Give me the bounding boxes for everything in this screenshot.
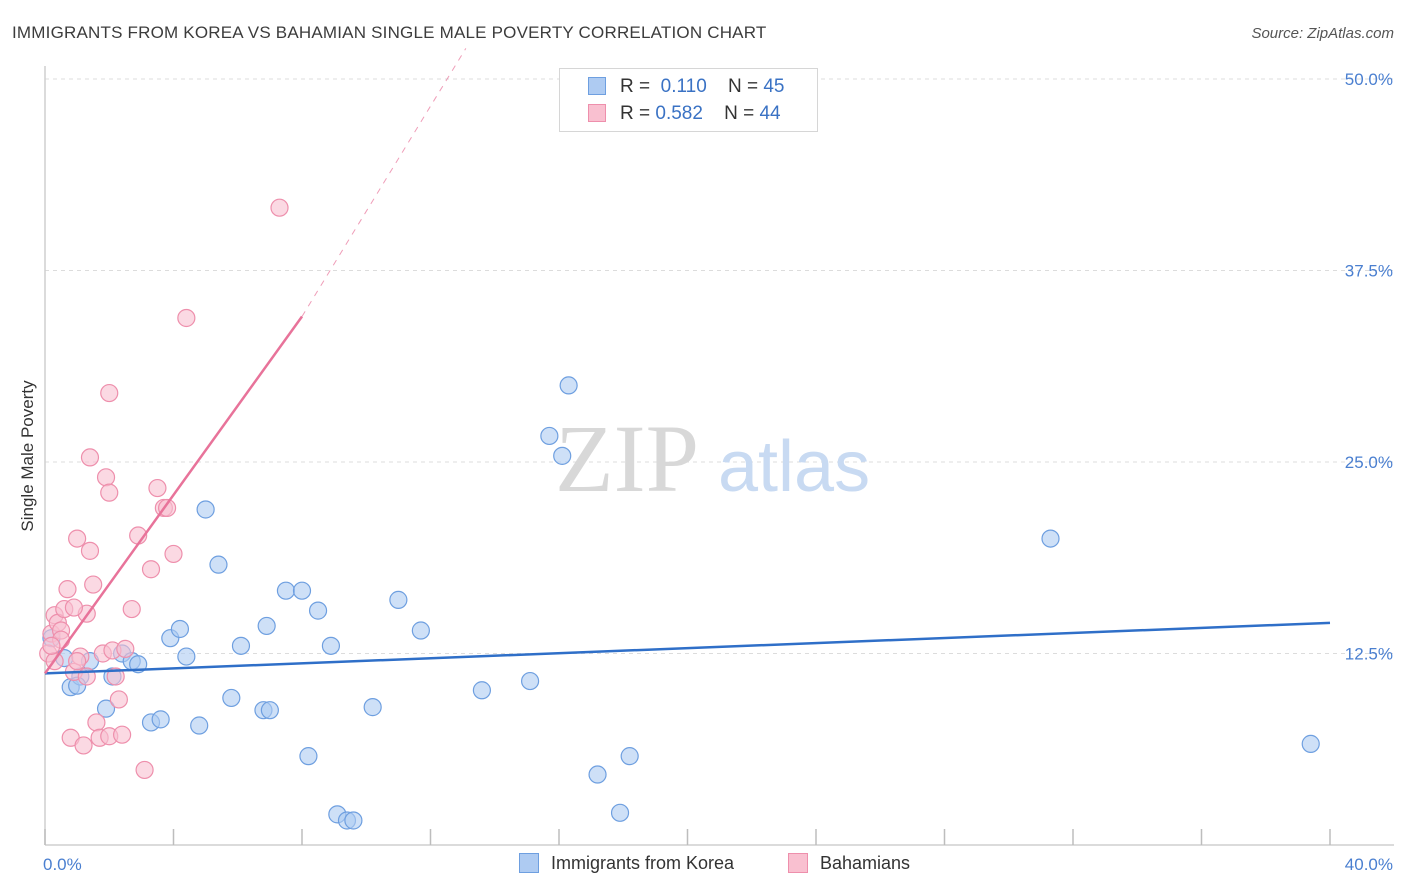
korea-point bbox=[299, 747, 318, 766]
korea-point bbox=[177, 647, 196, 666]
tick-labels: 12.5% 25.0% 37.5% 50.0% 0.0% 40.0% bbox=[43, 70, 1393, 874]
korea-point bbox=[196, 500, 215, 519]
bottom-legend-bahamians: Bahamians bbox=[788, 853, 910, 874]
watermark-atlas: atlas bbox=[718, 427, 870, 507]
korea-point bbox=[472, 681, 491, 700]
korea-point bbox=[588, 765, 607, 784]
x-tick-label: 40.0% bbox=[1345, 855, 1393, 874]
bottom-legend-swatch-bahamians bbox=[788, 853, 808, 873]
x-tick-label: 0.0% bbox=[43, 855, 82, 874]
legend-row-bahamians: R = 0.582 N = 44 bbox=[588, 103, 781, 127]
korea-trendline bbox=[44, 621, 1331, 675]
legend-r-label: R = bbox=[620, 76, 651, 97]
bottom-legend-label-korea: Immigrants from Korea bbox=[551, 853, 735, 873]
bottom-legend-korea: Immigrants from Korea bbox=[519, 853, 734, 874]
korea-point bbox=[151, 710, 170, 729]
bahamian-point bbox=[112, 725, 132, 744]
legend-row-korea: R = 0.110 N = 45 bbox=[588, 76, 784, 100]
legend-n-label: N = bbox=[724, 103, 755, 124]
bahamian-point bbox=[141, 560, 161, 579]
legend-n-value-bahamians: 44 bbox=[759, 103, 781, 124]
bahamian-point bbox=[42, 636, 61, 655]
bahamian-point bbox=[135, 760, 154, 780]
legend-r-value-bahamians: 0.582 bbox=[655, 103, 703, 124]
y-tick-label: 50.0% bbox=[1345, 70, 1393, 89]
bahamian-point bbox=[148, 478, 167, 498]
korea-point bbox=[321, 636, 341, 655]
korea-point bbox=[209, 555, 228, 574]
bahamian-point bbox=[100, 383, 119, 403]
bahamian-point bbox=[68, 652, 87, 671]
korea-point bbox=[620, 747, 639, 766]
korea-point bbox=[231, 636, 251, 655]
bahamian-point bbox=[157, 498, 177, 518]
axes bbox=[44, 66, 1394, 846]
korea-point bbox=[389, 590, 408, 609]
bahamian-point bbox=[68, 529, 87, 548]
korea-point bbox=[553, 446, 572, 465]
bahamian-point bbox=[100, 483, 119, 502]
korea-point bbox=[170, 619, 190, 639]
korea-point bbox=[190, 716, 209, 735]
korea-point bbox=[610, 803, 630, 822]
bahamian-trendline-extension bbox=[301, 48, 467, 317]
chart-title: IMMIGRANTS FROM KOREA VS BAHAMIAN SINGLE… bbox=[12, 23, 767, 42]
y-tick-label: 12.5% bbox=[1345, 645, 1393, 664]
korea-point bbox=[1041, 529, 1060, 548]
source-label: Source: ZipAtlas.com bbox=[1251, 25, 1394, 42]
bahamian-point bbox=[87, 713, 106, 732]
bahamian-point bbox=[80, 541, 100, 560]
korea-point bbox=[559, 376, 578, 395]
korea-point bbox=[1301, 734, 1320, 753]
legend-n-value-korea: 45 bbox=[763, 76, 785, 97]
bahamian-point bbox=[177, 308, 196, 328]
bahamian-point bbox=[74, 736, 93, 755]
legend-swatch-bahamians bbox=[588, 104, 606, 122]
trendlines bbox=[43, 48, 1331, 675]
korea-point bbox=[257, 616, 276, 636]
legend-swatch-korea bbox=[588, 77, 606, 95]
bottom-legend-label-bahamians: Bahamians bbox=[820, 853, 911, 873]
stats-legend: R = 0.110 N = 45 R = 0.582 N = 44 bbox=[559, 68, 818, 132]
korea-point bbox=[292, 581, 312, 600]
bahamian-point bbox=[109, 690, 128, 709]
korea-point bbox=[222, 688, 241, 708]
bahamian-point bbox=[96, 468, 116, 487]
korea-point bbox=[308, 601, 328, 620]
legend-n-label: N = bbox=[727, 76, 759, 97]
watermark-zip: ZIP bbox=[555, 405, 699, 512]
watermark: ZIP atlas bbox=[555, 405, 870, 512]
korea-point bbox=[96, 699, 116, 718]
bahamian-point bbox=[84, 575, 103, 594]
bahamian-point bbox=[64, 598, 84, 617]
bahamian-point bbox=[164, 544, 183, 564]
korea-point bbox=[276, 581, 296, 600]
korea-point bbox=[363, 698, 382, 717]
legend-r-value-korea: 0.110 bbox=[660, 76, 707, 97]
bottom-legend-swatch-korea bbox=[519, 853, 539, 873]
korea-point bbox=[520, 671, 540, 691]
bahamian-point bbox=[106, 667, 125, 686]
bahamian-point bbox=[270, 198, 289, 217]
korea-point bbox=[540, 426, 559, 446]
y-tick-label: 25.0% bbox=[1345, 453, 1393, 472]
grid-lines bbox=[45, 78, 1394, 654]
bahamian-point bbox=[116, 639, 135, 659]
korea-point bbox=[260, 701, 279, 720]
y-tick-label: 37.5% bbox=[1345, 262, 1393, 281]
bahamian-point bbox=[58, 580, 77, 599]
korea-point bbox=[411, 621, 430, 640]
legend-r-label: R = bbox=[620, 103, 651, 124]
bahamian-trendline bbox=[43, 315, 304, 675]
bahamian-point bbox=[80, 448, 100, 467]
data-points bbox=[39, 198, 1320, 830]
bahamian-point bbox=[122, 599, 141, 619]
korea-point bbox=[344, 811, 363, 830]
